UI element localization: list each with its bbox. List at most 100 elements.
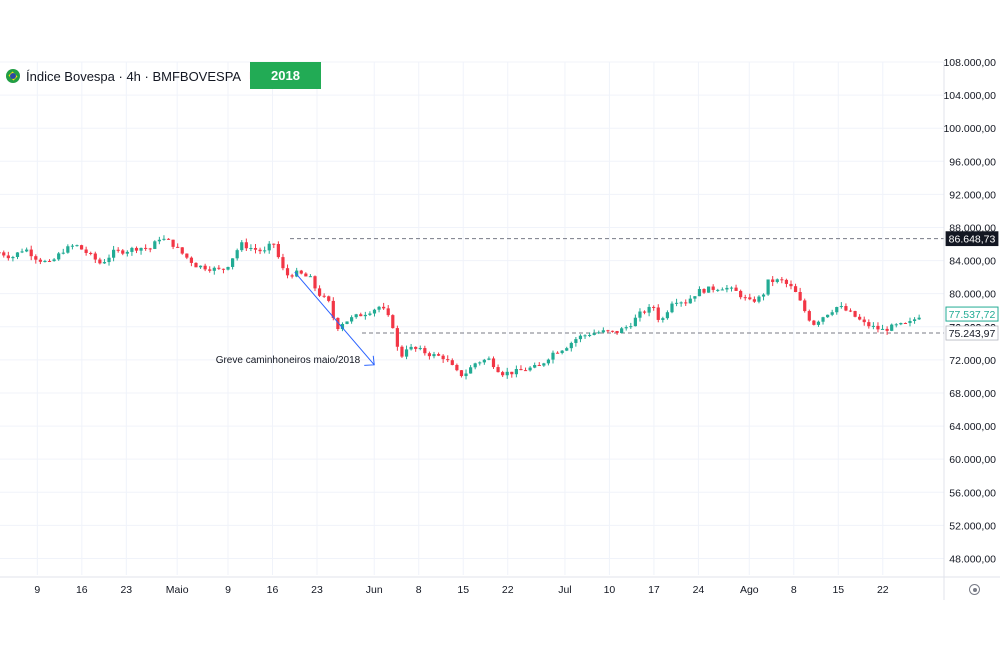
candle[interactable]: [679, 301, 683, 307]
candle[interactable]: [491, 356, 496, 369]
candle[interactable]: [844, 303, 848, 312]
candle[interactable]: [533, 362, 537, 369]
candle[interactable]: [862, 316, 866, 326]
candle[interactable]: [917, 314, 921, 320]
candle[interactable]: [501, 370, 505, 378]
candle[interactable]: [112, 245, 116, 262]
candle[interactable]: [359, 312, 363, 317]
candle[interactable]: [47, 259, 52, 263]
candle[interactable]: [295, 267, 299, 278]
candle[interactable]: [139, 247, 143, 255]
candle[interactable]: [546, 358, 551, 366]
annotation-arrow-head[interactable]: [364, 355, 375, 366]
candle[interactable]: [290, 273, 294, 279]
candle[interactable]: [903, 322, 908, 324]
candle[interactable]: [304, 272, 308, 277]
candle[interactable]: [185, 253, 189, 260]
candle[interactable]: [496, 364, 500, 373]
candle[interactable]: [510, 371, 514, 378]
candle[interactable]: [125, 250, 129, 257]
candle[interactable]: [409, 343, 413, 351]
annotation[interactable]: Greve caminhoneiros maio/2018: [216, 271, 375, 366]
candle[interactable]: [853, 310, 857, 318]
candle[interactable]: [638, 308, 642, 322]
candle[interactable]: [761, 293, 766, 301]
candle[interactable]: [176, 243, 180, 248]
candle[interactable]: [784, 278, 789, 288]
candle[interactable]: [171, 239, 175, 250]
candle[interactable]: [25, 247, 29, 253]
candle[interactable]: [684, 299, 688, 306]
candle[interactable]: [775, 278, 779, 284]
candle[interactable]: [418, 345, 422, 351]
candle[interactable]: [803, 298, 807, 313]
candle[interactable]: [771, 276, 775, 287]
candle[interactable]: [400, 345, 404, 358]
candle[interactable]: [89, 251, 93, 256]
candle[interactable]: [578, 334, 583, 343]
candle[interactable]: [555, 351, 560, 354]
candle[interactable]: [221, 268, 226, 274]
candle[interactable]: [729, 286, 734, 292]
candle[interactable]: [107, 254, 111, 266]
candle[interactable]: [652, 305, 656, 311]
candle[interactable]: [231, 258, 235, 270]
candle[interactable]: [66, 244, 70, 254]
candle[interactable]: [514, 365, 518, 378]
candle[interactable]: [528, 366, 532, 372]
candle[interactable]: [102, 258, 107, 264]
candle[interactable]: [11, 255, 15, 262]
candle[interactable]: [299, 269, 303, 275]
candle[interactable]: [350, 315, 354, 324]
candle[interactable]: [263, 246, 267, 254]
candle[interactable]: [789, 280, 793, 290]
candle[interactable]: [189, 256, 194, 267]
candle[interactable]: [116, 247, 120, 253]
candle[interactable]: [574, 336, 578, 347]
candle[interactable]: [79, 244, 84, 250]
candles[interactable]: [0, 235, 921, 380]
candle[interactable]: [427, 351, 432, 360]
candle[interactable]: [0, 250, 1, 254]
candle[interactable]: [459, 369, 464, 378]
candle[interactable]: [57, 251, 61, 261]
candle[interactable]: [308, 274, 313, 278]
candle[interactable]: [780, 276, 784, 284]
candle[interactable]: [391, 314, 395, 329]
candle[interactable]: [871, 322, 875, 330]
candle[interactable]: [340, 322, 345, 332]
candle[interactable]: [894, 323, 898, 328]
candle[interactable]: [739, 289, 743, 300]
candle[interactable]: [446, 355, 450, 363]
candle[interactable]: [368, 311, 372, 317]
candle[interactable]: [43, 259, 47, 263]
candle[interactable]: [487, 356, 491, 361]
candle[interactable]: [317, 285, 322, 298]
candle[interactable]: [848, 308, 853, 313]
candle[interactable]: [61, 248, 65, 255]
candle[interactable]: [665, 310, 670, 320]
candle[interactable]: [519, 365, 523, 371]
candle[interactable]: [867, 319, 871, 329]
candle[interactable]: [372, 308, 377, 317]
candle[interactable]: [876, 322, 880, 333]
candle[interactable]: [734, 284, 738, 291]
candle[interactable]: [798, 287, 802, 301]
candle[interactable]: [272, 243, 276, 249]
candle[interactable]: [327, 295, 331, 303]
candle[interactable]: [336, 317, 340, 332]
candle[interactable]: [240, 240, 244, 252]
candle[interactable]: [363, 311, 367, 320]
candle[interactable]: [235, 248, 239, 261]
candle[interactable]: [121, 249, 125, 256]
candle[interactable]: [569, 341, 573, 352]
candle[interactable]: [592, 329, 596, 336]
candle[interactable]: [322, 293, 326, 298]
candle[interactable]: [377, 305, 381, 313]
candle[interactable]: [208, 266, 212, 273]
candle[interactable]: [38, 257, 42, 265]
candle[interactable]: [482, 358, 486, 365]
candle[interactable]: [661, 316, 665, 323]
